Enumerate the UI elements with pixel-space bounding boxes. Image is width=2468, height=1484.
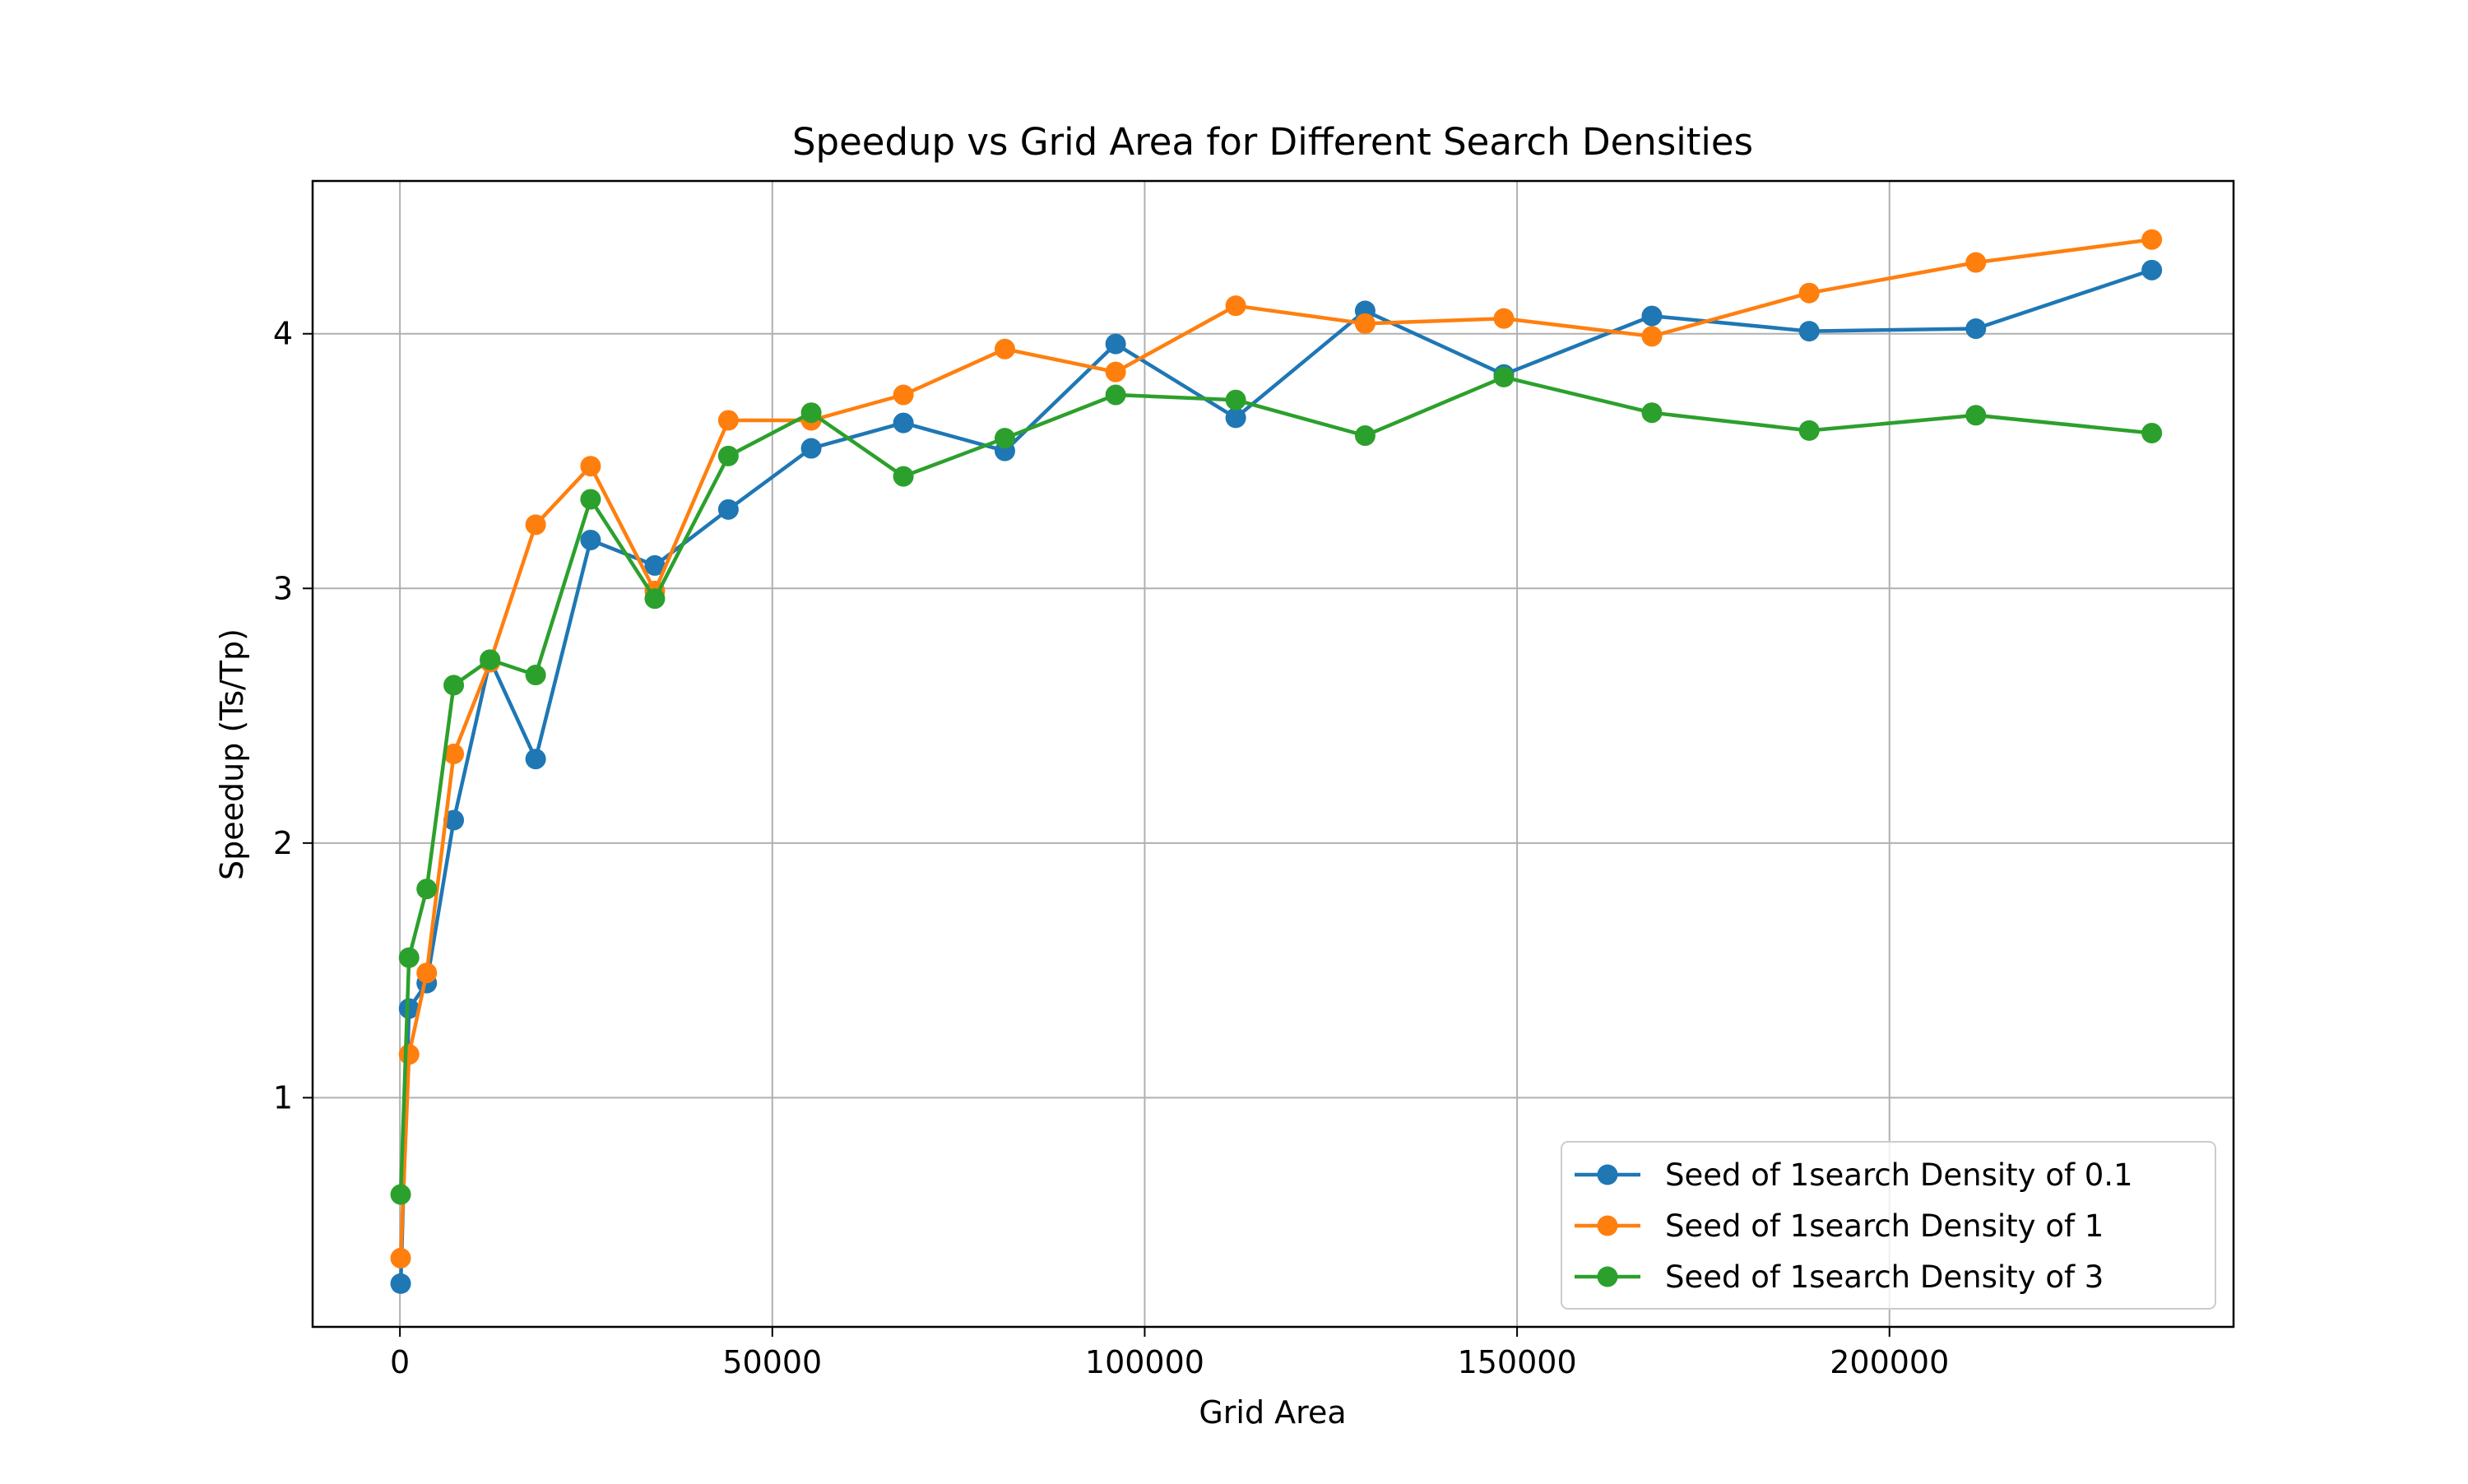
data-point xyxy=(390,1184,411,1205)
data-point xyxy=(416,879,438,900)
grid-layer xyxy=(313,181,2234,1327)
legend-item: Seed of 1search Density of 0.1 xyxy=(1575,1157,2133,1193)
x-tick-label: 50000 xyxy=(722,1344,822,1380)
data-point xyxy=(717,499,739,520)
data-point xyxy=(800,402,822,424)
data-point xyxy=(1225,389,1246,410)
x-tick-label: 200000 xyxy=(1830,1344,1949,1380)
legend-label: Seed of 1search Density of 1 xyxy=(1665,1208,2104,1244)
data-point xyxy=(580,529,601,550)
data-point xyxy=(1493,308,1515,329)
data-point xyxy=(525,749,546,770)
legend-item: Seed of 1search Density of 3 xyxy=(1575,1259,2104,1295)
legend-marker xyxy=(1597,1266,1618,1287)
data-point xyxy=(717,445,739,466)
data-point xyxy=(1965,252,1987,273)
data-point xyxy=(1965,318,1987,340)
data-point xyxy=(1354,425,1375,447)
series-layer xyxy=(390,229,2163,1294)
data-point xyxy=(644,554,666,576)
plot-frame xyxy=(311,179,2235,1329)
data-point xyxy=(390,1273,411,1294)
data-point xyxy=(994,428,1015,449)
data-point xyxy=(1493,366,1515,387)
data-point xyxy=(2141,229,2163,250)
x-tick-label: 150000 xyxy=(1458,1344,1577,1380)
legend-item: Seed of 1search Density of 1 xyxy=(1575,1208,2104,1244)
data-point xyxy=(398,1044,420,1065)
legend-label: Seed of 1search Density of 0.1 xyxy=(1665,1157,2133,1193)
legend-marker xyxy=(1597,1164,1618,1185)
y-tick-label: 4 xyxy=(273,316,293,352)
data-point xyxy=(1798,282,1820,304)
series-line xyxy=(398,237,2152,1259)
data-point xyxy=(1225,295,1246,317)
data-point xyxy=(1641,402,1663,424)
data-point xyxy=(1225,407,1246,429)
data-point xyxy=(580,456,601,477)
data-point xyxy=(2141,422,2163,443)
data-point xyxy=(580,489,601,510)
data-point xyxy=(1105,361,1126,383)
data-point xyxy=(480,649,501,670)
x-tick-label: 0 xyxy=(390,1344,410,1380)
data-point xyxy=(893,412,914,434)
data-point xyxy=(525,665,546,686)
legend: Seed of 1search Density of 0.1 Seed of 1s… xyxy=(1561,1141,2216,1310)
data-point xyxy=(1641,326,1663,347)
data-point xyxy=(1105,384,1126,406)
data-point xyxy=(893,466,914,487)
data-point xyxy=(994,338,1015,359)
series-line xyxy=(398,268,2153,1284)
x-tick-label: 100000 xyxy=(1085,1344,1204,1380)
data-point xyxy=(1798,321,1820,342)
y-tick-label: 2 xyxy=(273,825,293,861)
legend-box xyxy=(1561,1141,2216,1310)
data-point xyxy=(1105,333,1126,355)
y-axis-label: Speedup (Ts/Tp) xyxy=(214,628,250,880)
legend-label: Seed of 1search Density of 3 xyxy=(1665,1259,2104,1295)
y-tick-label: 1 xyxy=(273,1079,293,1115)
data-point xyxy=(390,1247,411,1268)
data-point xyxy=(893,384,914,406)
data-point xyxy=(443,809,465,831)
data-point xyxy=(1354,313,1375,334)
data-point xyxy=(717,410,739,431)
tick-layer: 0 50000 100000 150000 200000 1 2 3 4 xyxy=(273,316,1949,1380)
data-point xyxy=(800,438,822,459)
data-point xyxy=(525,514,546,536)
data-point xyxy=(1641,305,1663,327)
data-point xyxy=(398,947,420,968)
data-point xyxy=(443,744,465,764)
y-tick-label: 3 xyxy=(273,570,293,606)
x-axis-label: Grid Area xyxy=(1199,1394,1346,1431)
data-point xyxy=(2141,259,2163,281)
data-point xyxy=(644,588,666,610)
data-point xyxy=(1798,420,1820,441)
data-point xyxy=(1965,405,1987,426)
series-3 xyxy=(390,366,2163,1205)
chart-title: Speedup vs Grid Area for Different Searc… xyxy=(792,120,1753,164)
legend-marker xyxy=(1597,1215,1618,1236)
data-point xyxy=(443,675,465,696)
data-point xyxy=(416,962,438,984)
